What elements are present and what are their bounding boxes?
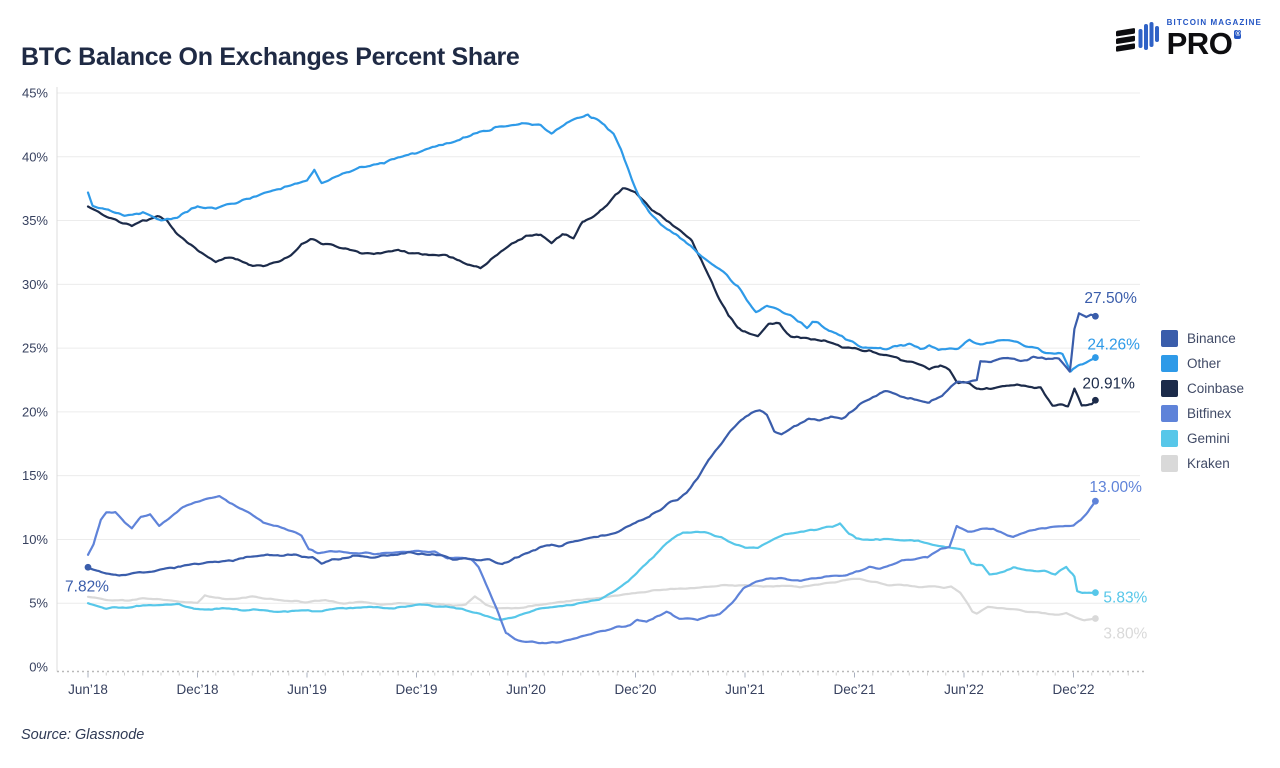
y-tick-label: 5%: [29, 596, 48, 611]
legend-label: Other: [1187, 356, 1221, 371]
x-tick-label: Dec’19: [395, 682, 437, 697]
series-end-label-other: 24.26%: [1087, 337, 1140, 354]
registered-trademark-icon: ®: [1234, 29, 1241, 39]
legend: Binance Other Coinbase Bitfinex Gemini Kraken: [1161, 330, 1244, 480]
series-line-binance[interactable]: [86, 312, 1097, 577]
page-title: BTC Balance On Exchanges Percent Share: [21, 42, 520, 71]
series-line-bitfinex[interactable]: [86, 495, 1097, 645]
series-end-label-kraken: 3.80%: [1103, 626, 1147, 643]
y-tick-label: 30%: [22, 277, 48, 292]
y-tick-label: 15%: [22, 468, 48, 483]
y-tick-label: 35%: [22, 213, 48, 228]
series-end-dot-gemini: [1092, 589, 1099, 597]
series-line-kraken[interactable]: [86, 577, 1097, 622]
legend-label: Gemini: [1187, 431, 1230, 446]
logo-wordmark-pro: PRO ®: [1166, 25, 1241, 61]
legend-label: Binance: [1187, 331, 1236, 346]
x-tick-label: Dec’18: [176, 682, 218, 697]
logo-text: BITCOIN MAGAZINE PRO ®: [1166, 17, 1262, 61]
series-end-dot-binance: [1092, 312, 1099, 320]
series-start-dot-binance: [84, 563, 92, 571]
y-tick-label: 0%: [29, 660, 48, 675]
legend-swatch-kraken: [1161, 455, 1178, 472]
x-tick-label: Dec’22: [1052, 682, 1094, 697]
y-tick-label: 45%: [22, 85, 48, 100]
source-attribution: Source: Glassnode: [21, 727, 145, 743]
legend-label: Coinbase: [1187, 381, 1245, 396]
series-line-gemini[interactable]: [86, 522, 1097, 622]
series-end-dot-other: [1092, 354, 1099, 361]
legend-item-gemini[interactable]: Gemini: [1161, 430, 1244, 447]
x-tick-label: Jun’20: [506, 682, 546, 697]
series-end-dot-coinbase: [1092, 396, 1099, 404]
x-tick-label: Jun’21: [725, 682, 765, 697]
legend-label: Kraken: [1187, 456, 1230, 471]
legend-swatch-other: [1161, 355, 1178, 372]
bitcoin-magazine-logo-icon: [1115, 13, 1163, 64]
legend-swatch-gemini: [1161, 430, 1178, 447]
y-tick-label: 10%: [22, 532, 48, 547]
legend-item-bitfinex[interactable]: Bitfinex: [1161, 405, 1244, 422]
series-start-label-binance: 7.82%: [65, 578, 109, 595]
x-tick-label: Dec’20: [614, 682, 656, 697]
legend-item-coinbase[interactable]: Coinbase: [1161, 380, 1244, 397]
bitcoin-magazine-pro-logo: BITCOIN MAGAZINE PRO ®: [1115, 13, 1262, 64]
x-tick-label: Dec’21: [833, 682, 875, 697]
legend-label: Bitfinex: [1187, 406, 1232, 421]
logo-wordmark-small: BITCOIN MAGAZINE: [1166, 17, 1262, 27]
x-tick-label: Jun’19: [287, 682, 327, 697]
legend-swatch-bitfinex: [1161, 405, 1178, 422]
series-end-dot-kraken: [1092, 615, 1099, 622]
series-end-label-bitfinex: 13.00%: [1089, 479, 1142, 496]
legend-item-other[interactable]: Other: [1161, 355, 1244, 372]
legend-item-binance[interactable]: Binance: [1161, 330, 1244, 347]
series-end-dot-bitfinex: [1092, 497, 1099, 505]
series-end-label-gemini: 5.83%: [1103, 590, 1147, 607]
legend-item-kraken[interactable]: Kraken: [1161, 455, 1244, 472]
x-tick-label: Jun’18: [68, 682, 108, 697]
series-end-label-coinbase: 20.91%: [1082, 375, 1135, 392]
series-line-other[interactable]: [86, 113, 1097, 373]
legend-swatch-coinbase: [1161, 380, 1178, 397]
x-tick-label: Jun’22: [944, 682, 984, 697]
legend-swatch-binance: [1161, 330, 1178, 347]
y-tick-label: 20%: [22, 404, 48, 419]
series-line-coinbase[interactable]: [86, 187, 1097, 408]
y-tick-label: 25%: [22, 341, 48, 356]
y-tick-label: 40%: [22, 149, 48, 164]
series-end-label-binance: 27.50%: [1084, 290, 1137, 307]
